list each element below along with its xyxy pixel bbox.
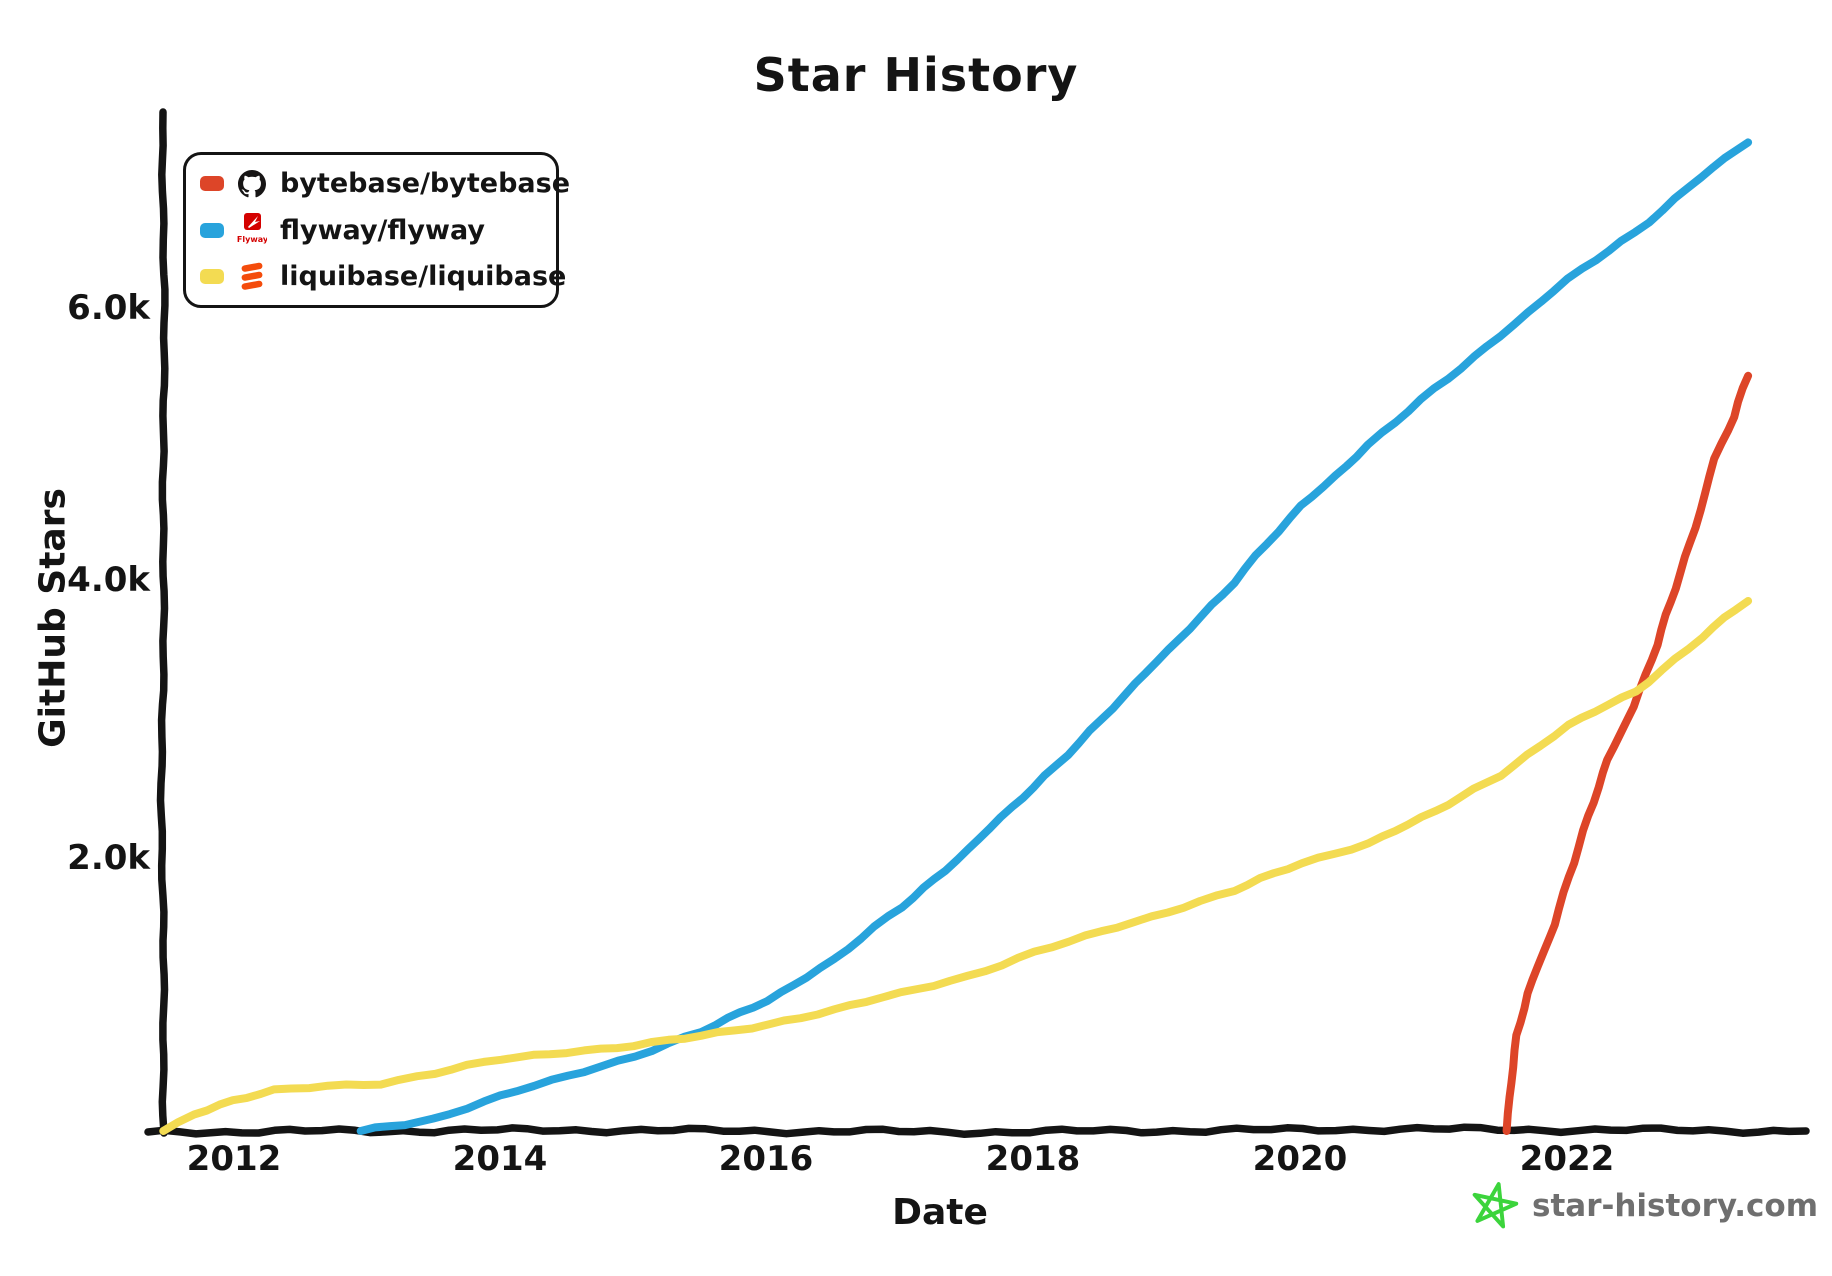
watermark-link[interactable]: star-history.com [1532, 1188, 1819, 1224]
legend-item-flyway: Flyway flyway/flyway [200, 208, 556, 252]
x-tick-2018: 2018 [985, 1139, 1081, 1179]
legend-label-flyway: flyway/flyway [280, 214, 485, 246]
flyway-logo-icon: Flyway [237, 211, 267, 249]
y-tick-2k: 2.0k [67, 838, 150, 878]
x-tick-2014: 2014 [452, 1139, 548, 1179]
series-line-flyway [356, 138, 1753, 1135]
legend-item-liquibase: liquibase/liquibase [200, 255, 566, 299]
x-tick-2020: 2020 [1252, 1139, 1348, 1179]
legend: bytebase/bytebase Flyway flyway/flyway [183, 152, 570, 308]
x-axis-line [144, 1123, 1810, 1139]
x-tick-2016: 2016 [718, 1139, 814, 1179]
y-tick-4k: 4.0k [67, 560, 150, 600]
liquibase-logo-icon [237, 258, 267, 296]
x-axis-title: Date [892, 1192, 988, 1233]
legend-item-bytebase: bytebase/bytebase [200, 162, 570, 206]
series-line-liquibase [159, 597, 1753, 1135]
bytebase-color-swatch [200, 176, 224, 191]
watermark: star-history.com [1466, 1178, 1818, 1234]
svg-text:Flyway: Flyway [237, 235, 267, 244]
y-tick-6k: 6.0k [67, 288, 150, 328]
y-axis-title: GitHub Stars [32, 488, 74, 748]
x-tick-2022: 2022 [1519, 1139, 1615, 1179]
legend-label-bytebase: bytebase/bytebase [280, 168, 571, 199]
liquibase-color-swatch [200, 269, 224, 284]
legend-label-liquibase: liquibase/liquibase [280, 261, 567, 292]
chart-title: Star History [753, 48, 1079, 102]
sketched-star-icon [1466, 1178, 1522, 1234]
x-tick-2012: 2012 [186, 1139, 282, 1179]
y-axis-line [156, 108, 169, 1137]
series-line-bytebase [1502, 371, 1753, 1135]
flyway-color-swatch [200, 222, 224, 238]
github-mark-icon [237, 165, 267, 203]
